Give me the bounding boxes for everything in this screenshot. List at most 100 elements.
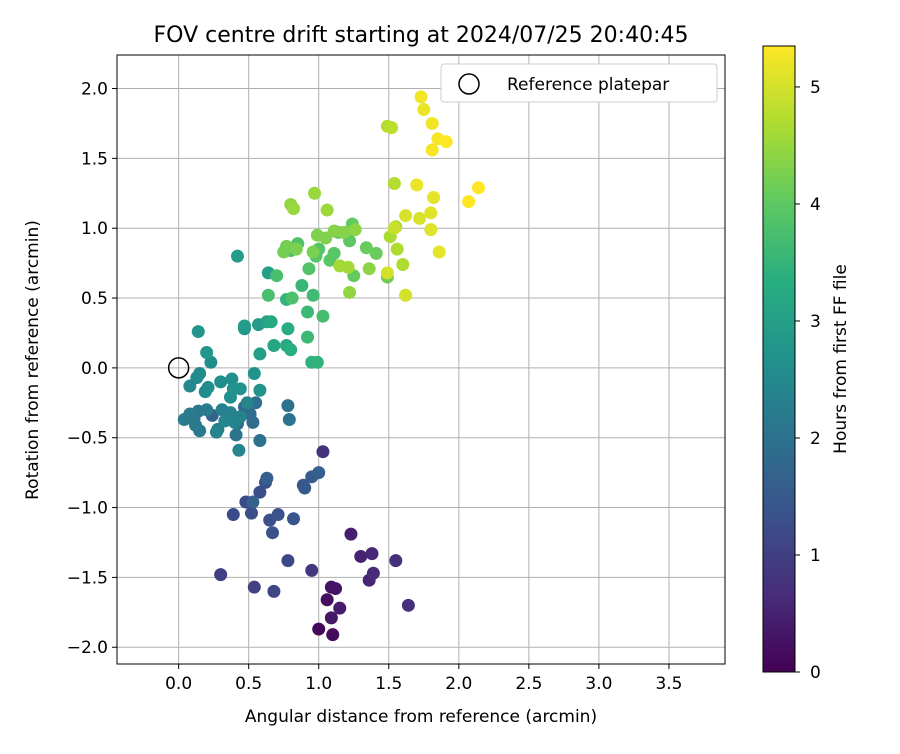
data-point xyxy=(326,628,340,642)
data-point xyxy=(214,375,228,389)
colorbar-tick-label: 5 xyxy=(810,78,821,98)
legend-box xyxy=(440,63,718,103)
data-point xyxy=(298,481,312,495)
data-point xyxy=(229,428,243,442)
data-point xyxy=(232,443,246,457)
data-point xyxy=(343,285,357,299)
colorbar-tick-label: 4 xyxy=(810,195,821,215)
data-point xyxy=(401,598,415,612)
data-point xyxy=(233,382,247,396)
data-point xyxy=(413,211,427,225)
data-point xyxy=(289,242,303,256)
data-point xyxy=(267,339,281,353)
data-point xyxy=(425,116,439,130)
data-point xyxy=(369,246,383,260)
data-point xyxy=(414,90,428,104)
data-point xyxy=(333,601,347,615)
data-point xyxy=(387,177,401,191)
y-tick-label: 1.0 xyxy=(81,219,108,239)
data-point xyxy=(226,508,240,522)
colorbar-tick-label: 3 xyxy=(810,312,821,332)
data-point xyxy=(337,225,351,239)
y-tick-label: −2.0 xyxy=(67,638,108,658)
data-point xyxy=(462,195,476,209)
y-tick-label: −0.5 xyxy=(67,429,108,449)
data-point xyxy=(410,178,424,192)
data-point xyxy=(417,102,431,116)
data-point xyxy=(341,260,355,274)
y-tick-label: 0.5 xyxy=(81,289,108,309)
data-point xyxy=(396,258,410,272)
data-point xyxy=(324,611,338,625)
data-points xyxy=(177,90,485,642)
data-point xyxy=(425,143,439,157)
data-point xyxy=(225,372,239,386)
data-point xyxy=(365,547,379,561)
data-point xyxy=(214,568,228,582)
data-point xyxy=(253,485,267,499)
data-point xyxy=(348,223,362,237)
y-axis-ticks: 2.0 1.5 1.0 0.5 0.0 −0.5 −1.0 −1.5 −2.0 xyxy=(67,80,117,658)
y-tick-label: 2.0 xyxy=(81,80,108,100)
data-point xyxy=(266,526,280,540)
data-point xyxy=(310,355,324,369)
data-point xyxy=(240,396,254,410)
data-point xyxy=(329,582,343,596)
data-point xyxy=(253,434,267,448)
data-point xyxy=(201,380,215,394)
data-point xyxy=(177,413,191,427)
x-tick-label: 3.0 xyxy=(585,674,612,694)
data-point xyxy=(362,262,376,276)
data-point xyxy=(302,262,316,276)
y-tick-label: −1.0 xyxy=(67,499,108,519)
data-point xyxy=(471,181,485,195)
data-point xyxy=(281,399,295,413)
grid-lines xyxy=(117,55,725,664)
data-point xyxy=(281,554,295,568)
data-point xyxy=(385,121,399,135)
data-point xyxy=(281,322,295,336)
data-point xyxy=(244,506,258,520)
data-point xyxy=(320,593,334,607)
data-point xyxy=(320,203,334,217)
data-point xyxy=(327,224,341,238)
data-point xyxy=(389,554,403,568)
data-point xyxy=(271,508,285,522)
data-point xyxy=(387,221,401,235)
data-point xyxy=(399,209,413,223)
y-axis-label: Rotation from reference (arcmin) xyxy=(23,220,43,500)
data-point xyxy=(359,241,373,255)
data-point xyxy=(306,288,320,302)
x-tick-label: 1.5 xyxy=(375,674,402,694)
data-point xyxy=(380,266,394,280)
data-point xyxy=(253,347,267,361)
colorbar-tick-label: 2 xyxy=(810,429,821,449)
data-point xyxy=(424,206,438,220)
x-tick-label: 2.5 xyxy=(515,674,542,694)
x-axis-ticks: 0.0 0.5 1.0 1.5 2.0 2.5 3.0 3.5 xyxy=(165,664,682,694)
x-tick-label: 0.5 xyxy=(235,674,262,694)
data-point xyxy=(439,135,453,149)
colorbar xyxy=(762,45,796,673)
data-point xyxy=(312,466,326,480)
data-point xyxy=(327,246,341,260)
data-point xyxy=(295,278,309,292)
data-point xyxy=(260,471,274,485)
reference-marker xyxy=(167,357,190,379)
data-point xyxy=(287,202,301,216)
legend-entry-label: Reference platepar xyxy=(507,75,669,95)
data-point xyxy=(200,403,214,417)
data-point xyxy=(312,622,326,636)
data-point xyxy=(399,288,413,302)
y-tick-label: 0.0 xyxy=(81,359,108,379)
data-point xyxy=(247,580,261,594)
data-point xyxy=(253,383,267,397)
x-tick-label: 1.0 xyxy=(305,674,332,694)
data-point xyxy=(209,425,223,439)
y-tick-label: −1.5 xyxy=(67,568,108,588)
legend-reference-icon xyxy=(458,73,480,95)
data-point xyxy=(301,330,315,344)
data-point xyxy=(237,319,251,333)
data-point xyxy=(308,186,322,200)
